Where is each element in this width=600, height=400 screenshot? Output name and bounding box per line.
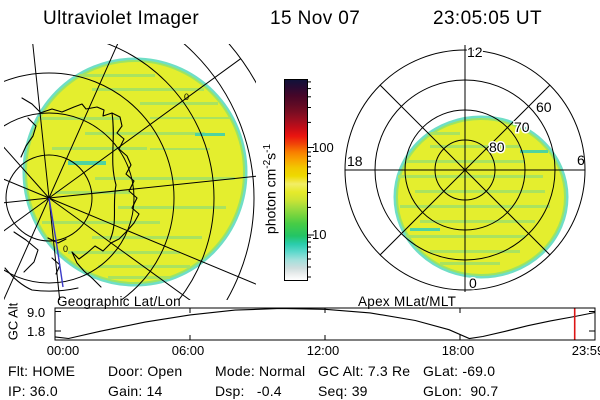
geographic-image-panel: 0 0 — [4, 44, 256, 300]
apex-polar-panel: 12 18 6 0 60 70 80 — [344, 43, 586, 293]
strip-ytick-top: 9.0 — [27, 305, 46, 320]
intensity-colorbar — [284, 79, 308, 281]
coastline-geo — [4, 97, 140, 292]
gc-alt-strip-chart — [54, 307, 596, 341]
mlt-label-18: 18 — [347, 153, 363, 169]
apex-panel-caption: Apex MLat/MLT — [358, 294, 457, 309]
status-seq: Seq: 39 — [318, 383, 368, 399]
status-flt: Flt: HOME — [8, 363, 76, 379]
colorbar-tick-10: 10 — [312, 227, 327, 242]
status-glat: GLat: -69.0 — [423, 363, 496, 379]
geo-grid-label: 0 — [63, 244, 68, 254]
strip-ytick-bottom: 1.8 — [27, 324, 46, 339]
strip-xtick: 12:00 — [306, 343, 340, 358]
status-mode: Mode: Normal — [215, 363, 306, 379]
mlt-label-6: 6 — [577, 152, 585, 168]
status-dsp: Dsp: -0.4 — [215, 383, 282, 399]
status-gain: Gain: 14 — [108, 383, 163, 399]
mlt-label-0: 0 — [469, 275, 477, 291]
status-gc-alt: GC Alt: 7.3 Re — [318, 363, 411, 379]
strip-y-axis-title: GC Alt — [5, 302, 21, 341]
meridian-line-blue — [48, 197, 57, 241]
colorbar-tick-100: 100 — [312, 140, 334, 155]
status-ip: IP: 36.0 — [8, 383, 58, 399]
strip-xtick: 18:00 — [441, 343, 475, 358]
status-door: Door: Open — [108, 363, 183, 379]
date-label: 15 Nov 07 — [270, 8, 361, 29]
time-label: 23:05:05 UT — [433, 8, 542, 29]
mlt-label-12: 12 — [467, 44, 483, 60]
mlat-label-60: 60 — [536, 99, 552, 115]
strip-xtick: 00:00 — [46, 343, 80, 358]
colorbar-ticks — [307, 81, 314, 278]
geo-grid-label: 0 — [184, 92, 189, 102]
strip-xtick: 23:59 — [571, 343, 600, 358]
strip-xtick: 06:00 — [171, 343, 205, 358]
mlat-label-70: 70 — [514, 119, 530, 135]
app-title: Ultraviolet Imager — [43, 8, 200, 29]
geo-panel-caption: Geographic Lat/Lon — [57, 294, 181, 309]
gc-alt-curve — [54, 307, 596, 340]
geo-graticule — [4, 44, 256, 300]
apex-polar-grid — [344, 45, 586, 292]
colorbar-unit-label: photon cm-2s-1 — [262, 143, 279, 235]
status-glon: GLon: 90.7 — [423, 383, 499, 399]
mlat-label-80: 80 — [489, 139, 505, 155]
